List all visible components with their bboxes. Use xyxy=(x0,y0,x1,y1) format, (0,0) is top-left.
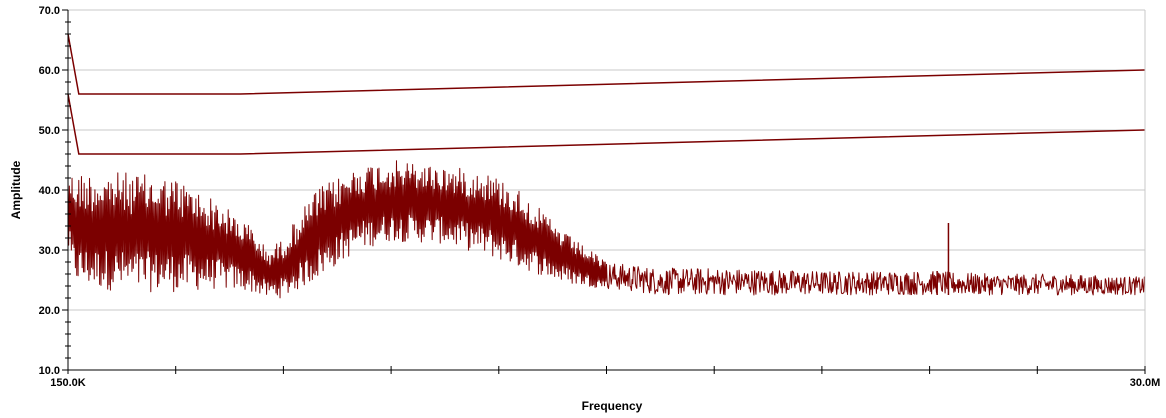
y-tick-label: 40.0 xyxy=(39,185,60,197)
y-tick-label: 50.0 xyxy=(39,125,60,137)
y-tick-label: 30.0 xyxy=(39,245,60,257)
y-tick-label: 60.0 xyxy=(39,65,60,77)
limit-line-2 xyxy=(67,93,1146,155)
x-tick-label-end: 30.0M xyxy=(1130,377,1161,389)
x-axis-ticks: 150.0K 30.0M xyxy=(50,366,1160,389)
y-tick-label: 70.0 xyxy=(39,5,60,17)
y-axis-ticks: 10.0 20.0 30.0 40.0 50.0 60.0 70.0 xyxy=(39,5,71,377)
grid-lines xyxy=(68,9,1145,371)
series-layer xyxy=(67,33,1146,299)
y-tick-label: 20.0 xyxy=(39,305,60,317)
measurement-trace xyxy=(67,160,1146,299)
x-tick-label-start: 150.0K xyxy=(50,377,86,389)
x-axis-title: Frequency xyxy=(582,399,643,413)
y-tick-label: 10.0 xyxy=(39,365,60,377)
y-axis-title: Amplitude xyxy=(9,160,23,219)
limit-line-1 xyxy=(67,33,1146,95)
